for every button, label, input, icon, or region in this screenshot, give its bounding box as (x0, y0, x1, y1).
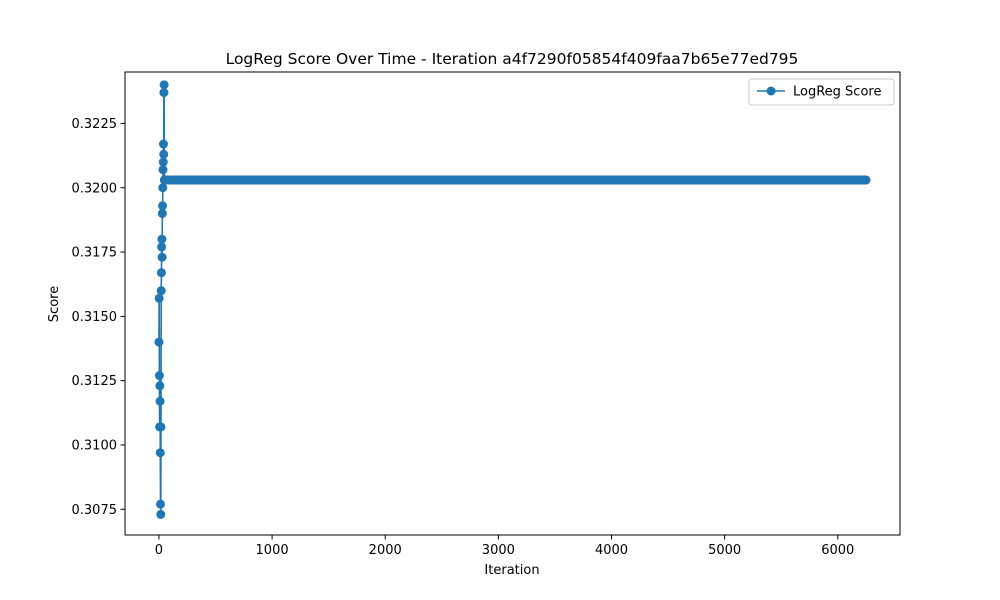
data-point (156, 268, 166, 278)
data-point (157, 252, 167, 262)
x-tick-label: 0 (155, 543, 163, 558)
x-axis-label: Iteration (484, 563, 539, 578)
data-point (156, 509, 166, 519)
series-line (158, 84, 867, 516)
x-axis: 0 1000 2000 3000 4000 5000 6000 (155, 535, 854, 558)
legend-label: LogReg Score (793, 85, 881, 100)
plot-area (124, 71, 901, 536)
axes-frame (124, 71, 901, 536)
data-point (158, 183, 168, 193)
y-axis-label: Score (47, 286, 62, 322)
legend-marker-swatch (766, 86, 776, 96)
x-tick-label: 2000 (369, 543, 402, 558)
y-tick-label: 0.3175 (72, 246, 118, 261)
y-tick-label: 0.3200 (72, 181, 118, 196)
data-point (157, 208, 167, 218)
y-tick-label: 0.3075 (72, 503, 118, 518)
y-tick-label: 0.3125 (72, 374, 118, 389)
data-point (154, 293, 164, 303)
data-point (155, 381, 165, 391)
data-point (154, 371, 164, 381)
data-point (154, 337, 164, 347)
data-point (157, 234, 167, 244)
y-tick-label: 0.3100 (72, 438, 118, 453)
data-point (159, 80, 169, 90)
legend-box (748, 78, 895, 106)
legend: LogReg Score (748, 78, 895, 106)
data-point (155, 396, 165, 406)
y-tick-label: 0.3150 (72, 310, 118, 325)
x-tick-label: 5000 (708, 543, 741, 558)
x-tick-label: 3000 (482, 543, 515, 558)
data-point (158, 157, 168, 167)
x-tick-label: 4000 (595, 543, 628, 558)
data-point (159, 149, 169, 159)
data-point (155, 448, 165, 458)
data-point (157, 242, 167, 252)
x-tick-label: 6000 (821, 543, 854, 558)
chart-title: LogReg Score Over Time - Iteration a4f72… (226, 50, 799, 68)
data-point (159, 88, 169, 98)
data-point (156, 499, 166, 509)
y-tick-label: 0.3225 (72, 117, 118, 132)
y-axis: 0.3075 0.3100 0.3125 0.3150 0.3175 0.3200 0.32… (72, 117, 125, 518)
data-point (158, 201, 168, 211)
data-point (156, 422, 166, 432)
data-point (156, 286, 166, 296)
data-point (158, 139, 168, 149)
x-tick-label: 1000 (256, 543, 289, 558)
data-point (158, 165, 168, 175)
